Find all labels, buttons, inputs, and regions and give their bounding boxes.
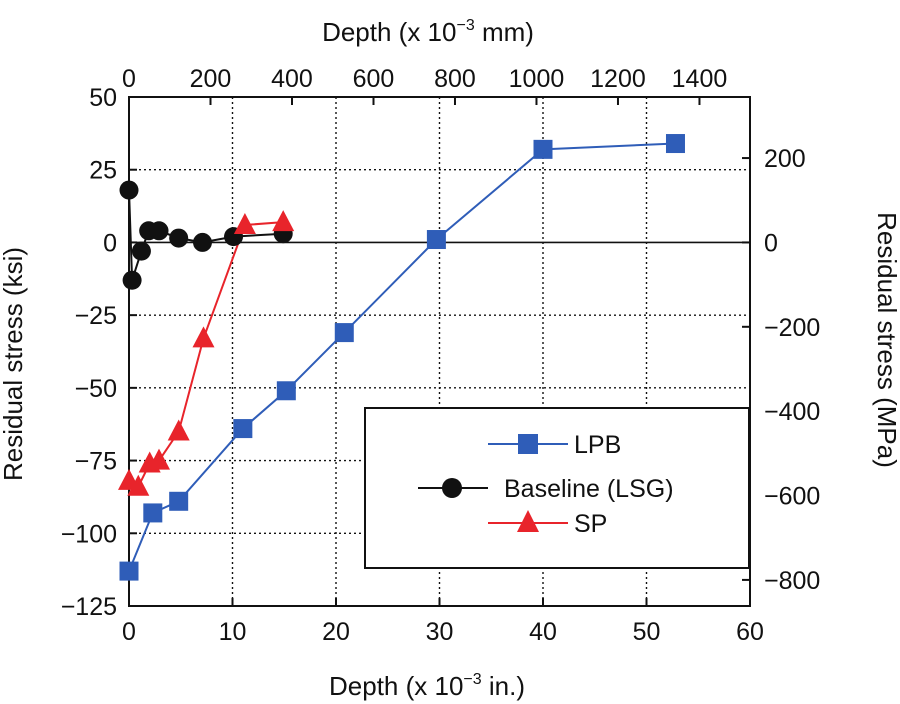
x-bottom-tick-label: 30 (426, 618, 454, 646)
y-right-tick-label: −400 (764, 398, 820, 426)
series-layer (118, 134, 685, 581)
x-axis-bottom-title: Depth (x 10−3 in.) (329, 671, 525, 701)
x-top-tick-label: 200 (190, 65, 232, 93)
data-point-lpb (276, 381, 296, 401)
legend-label-lpb: LPB (574, 431, 621, 459)
legend-marker-sp (517, 510, 539, 532)
y-left-tick-label: −100 (61, 520, 117, 548)
x-top-tick-label: 600 (353, 65, 395, 93)
data-point-baseline (169, 228, 189, 248)
y-right-tick-label: 200 (764, 145, 806, 173)
x-bottom-tick-label: 60 (736, 618, 764, 646)
x-bottom-tick-label: 10 (219, 618, 247, 646)
x-top-tick-label: 800 (434, 65, 476, 93)
data-point-lpb (533, 139, 553, 159)
data-point-lpb (169, 491, 189, 511)
series-line-2 (128, 221, 284, 489)
y-left-tick-label: 50 (89, 84, 117, 112)
data-point-baseline (192, 232, 212, 252)
data-point-lpb (143, 503, 163, 523)
x-top-tick-label: 1400 (672, 65, 728, 93)
data-point-sp (272, 210, 295, 232)
x-top-tick-label: 1000 (509, 65, 565, 93)
data-point-baseline (122, 270, 142, 290)
data-point-sp (192, 326, 215, 348)
data-point-lpb (233, 419, 253, 439)
data-point-sp (233, 213, 256, 234)
y-left-tick-label: −75 (75, 448, 117, 476)
x-top-tick-label: 400 (271, 65, 313, 93)
y-right-tick-label: −200 (764, 314, 820, 342)
y-axis-right-title: Residual stress (MPa) (872, 212, 900, 468)
x-bottom-tick-label: 20 (322, 618, 350, 646)
x-bottom-tick-label: 0 (122, 618, 136, 646)
y-right-tick-label: 0 (764, 229, 778, 257)
y-left-tick-label: −125 (61, 593, 117, 621)
x-top-tick-label: 0 (122, 65, 136, 93)
legend-marker-lpb (518, 434, 538, 454)
data-point-sp (148, 448, 170, 470)
y-left-tick-label: 25 (89, 157, 117, 185)
y-left-tick-label: 0 (103, 229, 117, 257)
x-bottom-tick-label: 40 (529, 618, 557, 646)
data-point-sp (167, 419, 190, 441)
data-point-lpb (665, 134, 685, 154)
data-point-baseline (119, 180, 139, 200)
legend-label-baseline: Baseline (LSG) (504, 475, 674, 503)
data-point-baseline (149, 221, 169, 241)
data-point-lpb (334, 323, 354, 343)
y-right-tick-label: −600 (764, 483, 820, 511)
data-point-baseline (131, 241, 151, 261)
data-point-lpb (426, 230, 446, 250)
data-point-sp (127, 474, 150, 496)
x-top-tick-label: 1200 (590, 65, 646, 93)
x-axis-top-title: Depth (x 10−3 mm) (322, 17, 534, 47)
y-right-tick-label: −800 (764, 567, 820, 595)
x-bottom-tick-label: 50 (633, 618, 661, 646)
legend-marker-baseline (442, 478, 462, 498)
legend-label-sp: SP (574, 510, 607, 538)
data-point-lpb (119, 561, 139, 581)
y-left-tick-label: −50 (75, 375, 117, 403)
tick-layer: 0 10 20 30 40 50 600 200 400 600 800 1000 1200 140050… (61, 65, 821, 646)
y-axis-left-title: Residual stress (ksi) (0, 247, 28, 481)
legend: LPB Baseline (LSG) SP (364, 407, 750, 569)
y-left-tick-label: −25 (75, 302, 117, 330)
